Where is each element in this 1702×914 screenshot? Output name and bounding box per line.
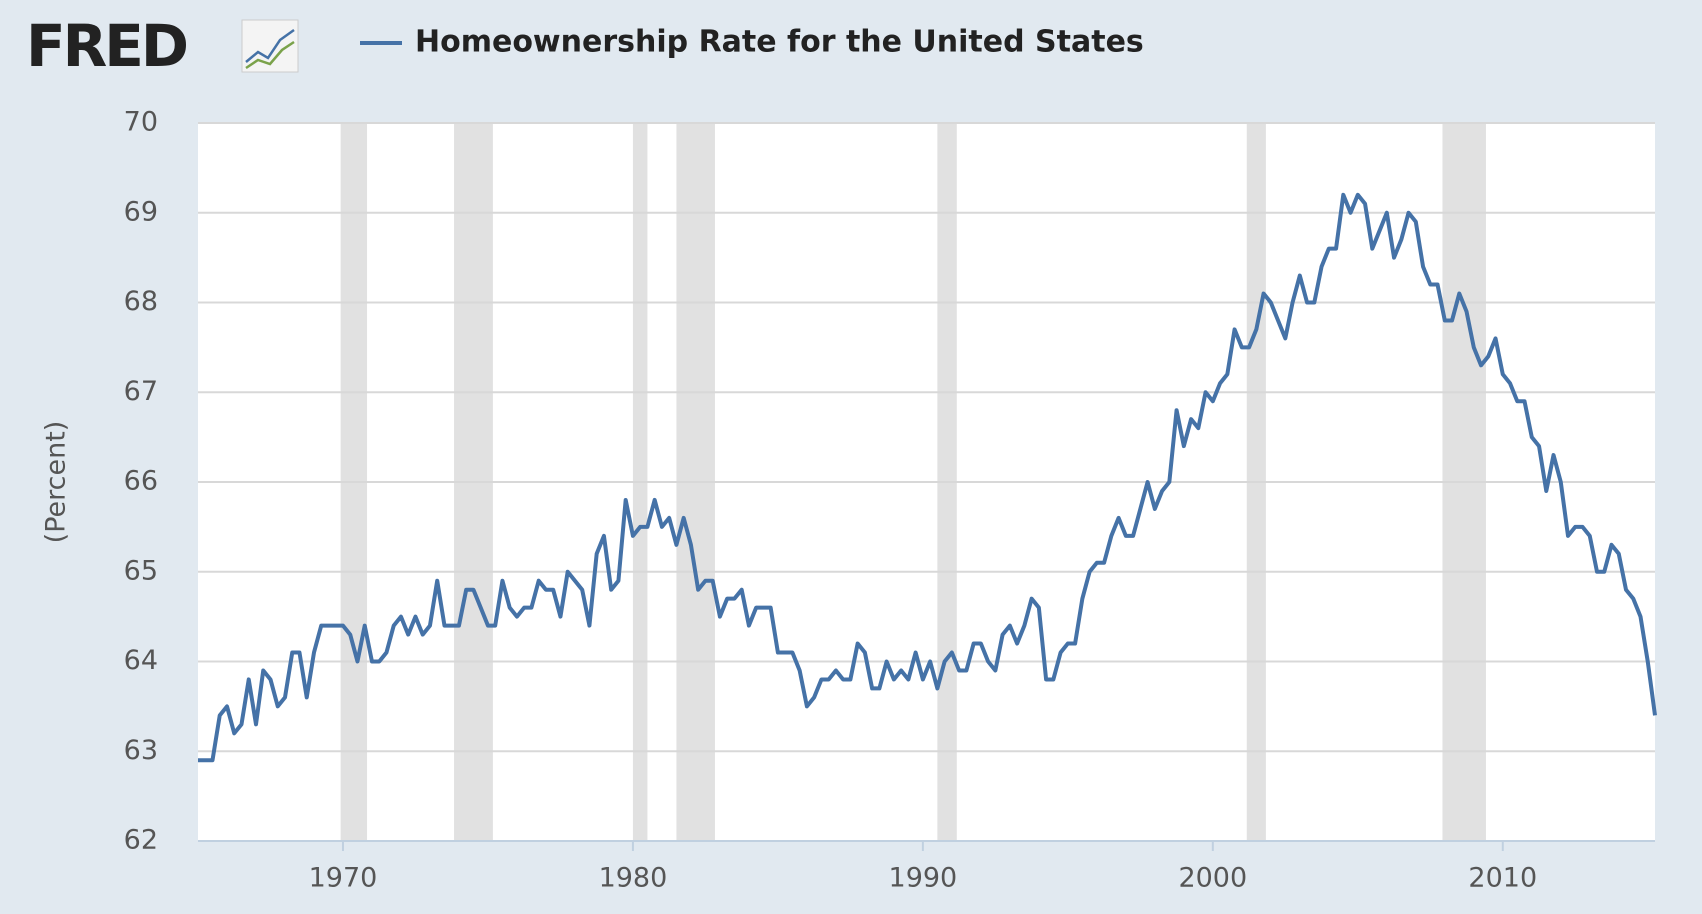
- logo: FRED: [26, 12, 187, 80]
- y-tick-label: 64: [124, 645, 158, 676]
- x-tick-label: 1980: [599, 863, 668, 894]
- y-tick-label: 67: [124, 376, 158, 407]
- x-tick-label: 2000: [1178, 863, 1247, 894]
- y-tick-label: 63: [124, 735, 158, 766]
- data-line: [198, 192, 1657, 763]
- y-tick-label: 65: [124, 555, 158, 586]
- x-tick-label: 1990: [889, 863, 958, 894]
- y-tick-label: 66: [124, 466, 158, 497]
- y-tick-label: 68: [124, 286, 158, 317]
- legend-label: Homeownership Rate for the United States: [415, 25, 1144, 60]
- x-tick-label: 1970: [309, 863, 378, 894]
- y-axis-label: (Percent): [41, 421, 72, 544]
- y-tick-label: 62: [124, 825, 158, 856]
- logo-icon: [241, 19, 299, 73]
- y-tick-label: 70: [124, 107, 158, 138]
- x-tick-label: 2010: [1468, 863, 1537, 894]
- y-tick-label: 69: [124, 196, 158, 227]
